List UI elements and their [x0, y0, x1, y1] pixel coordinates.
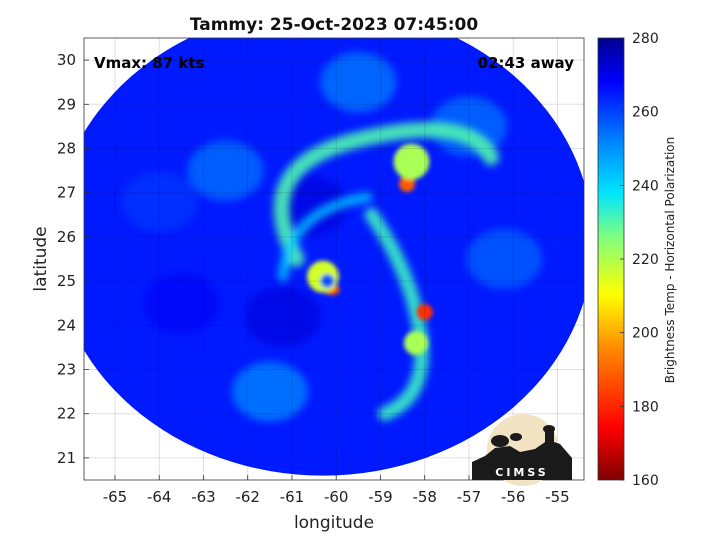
colorbar — [597, 37, 625, 481]
colorbar-tick-label: 280 — [632, 31, 659, 47]
texture-blob — [143, 273, 220, 334]
x-tick-label: -61 — [280, 488, 305, 506]
x-tick-label: -59 — [368, 488, 393, 506]
x-tick-label: -58 — [412, 488, 437, 506]
inner-band — [278, 192, 373, 282]
texture-blob — [466, 229, 543, 289]
x-tick-labels: -65 -64 -63 -62 -61 -60 -59 -58 -57 -56 -55 — [103, 488, 570, 506]
y-tick-label: 26 — [57, 228, 76, 246]
logo-text: CIMSS — [495, 466, 548, 479]
band-cell — [399, 175, 416, 192]
band-north — [393, 143, 430, 180]
vmax-annotation: Vmax: 87 kts — [94, 54, 204, 72]
y-tick-label: 21 — [57, 449, 76, 467]
grid-lines — [84, 38, 584, 480]
swath-image — [84, 38, 584, 476]
cimss-logo: CIMSS — [472, 414, 572, 486]
texture-blob — [320, 52, 397, 113]
eye — [320, 274, 335, 289]
colorbar-label: Brightness Temp - Horizontal Polarizatio… — [663, 137, 677, 384]
colorbar-tick-label: 180 — [632, 399, 659, 415]
colorbar-tick-label: 200 — [632, 326, 659, 342]
chart-title: Tammy: 25-Oct-2023 07:45:00 — [190, 15, 478, 35]
x-tick-label: -63 — [191, 488, 216, 506]
y-tick-label: 22 — [57, 405, 76, 423]
plot-frame — [83, 37, 585, 481]
x-tick-label: -57 — [457, 488, 482, 506]
y-tick-label: 24 — [57, 316, 76, 334]
y-tick-labels: 21 22 23 24 25 26 27 28 29 30 — [57, 51, 76, 467]
y-tick-label: 29 — [57, 95, 76, 113]
y-tick-label: 27 — [57, 184, 76, 202]
x-axis-label: longitude — [294, 513, 374, 533]
x-tick-label: -65 — [103, 488, 128, 506]
texture-blob — [231, 361, 308, 422]
y-tick-label: 28 — [57, 140, 76, 158]
colorbar-tick-label: 260 — [632, 105, 659, 121]
band-south — [403, 330, 428, 355]
convective-features — [306, 143, 433, 355]
x-tick-label: -60 — [324, 488, 349, 506]
x-tick-label: -64 — [147, 488, 172, 506]
colorbar-tick-label: 220 — [632, 252, 659, 268]
y-axis-label: latitude — [31, 226, 51, 291]
colorbar-ticks: 160 180 200 220 240 260 280 — [620, 31, 659, 489]
x-tick-label: -62 — [235, 488, 260, 506]
time-away-annotation: 02:43 away — [478, 54, 575, 72]
texture-blob — [245, 286, 322, 347]
texture-blob — [121, 171, 198, 232]
x-tick-label: -55 — [545, 488, 570, 506]
y-tick-label: 25 — [57, 272, 76, 290]
outer-band — [273, 121, 500, 267]
y-tick-label: 30 — [57, 51, 76, 69]
y-tick-label: 23 — [57, 361, 76, 379]
colorbar-tick-label: 240 — [632, 178, 659, 194]
x-tick-label: -56 — [501, 488, 526, 506]
band-cell-south — [416, 304, 433, 321]
colorbar-tick-label: 160 — [632, 473, 659, 489]
texture-blob — [187, 140, 264, 201]
